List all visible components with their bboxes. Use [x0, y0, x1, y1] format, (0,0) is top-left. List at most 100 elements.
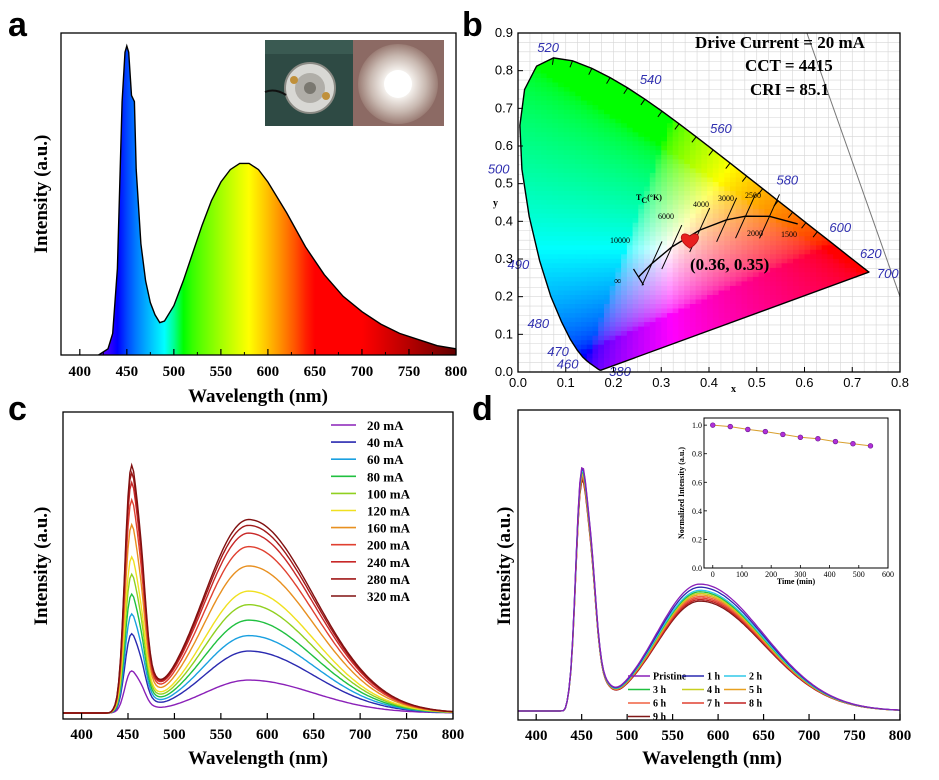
panel-d-x-tick-label: 400: [525, 728, 548, 744]
inset-data-point: [710, 422, 716, 428]
panel-b-x-axis-label: x: [731, 384, 736, 395]
panel-d-x-tick-label: 800: [889, 728, 912, 744]
panel-c-legend-label: 240 mA: [367, 555, 411, 570]
cct-labels: 10000 6000 4000 3000 2500 2000 1500 ∞: [610, 191, 797, 287]
panel-c-label: c: [8, 390, 27, 428]
inset-x-tick-label: 400: [824, 570, 836, 579]
panel-b-ticks: 0.0 0.1 0.2 0.3 0.4 0.5 0.6 0.7 0.8 0.0 0.1 0.2 0.3 0…: [495, 25, 909, 390]
panel-c-x-tick-label: 500: [163, 727, 186, 743]
panel-d-legend-label: 3 h: [653, 685, 667, 696]
panel-c-x-tick-label: 600: [256, 727, 279, 743]
panel-c-series-line: [63, 612, 453, 714]
wavelength-label: 460: [557, 357, 579, 372]
panel-a-x-tick-label: 800: [445, 364, 468, 380]
inset-y-tick-label: 0.0: [692, 564, 702, 573]
drive-current-annotation: Drive Current = 20 mA: [695, 33, 866, 52]
panel-a-led-lit-photo: [353, 40, 444, 126]
panel-d-x-axis-label: Wavelength (nm): [642, 748, 782, 769]
panel-c-series-line: [63, 670, 454, 714]
panel-b-x-tick-label: 0.6: [795, 375, 813, 390]
cct-label: 1500: [781, 230, 797, 239]
panel-c-legend-label: 200 mA: [367, 538, 411, 553]
wavelength-label: 520: [537, 40, 559, 55]
panel-c-x-tick-label: 700: [349, 727, 372, 743]
panel-c-series-line: [63, 592, 453, 714]
panel-a-x-tick-label: 500: [163, 364, 186, 380]
inset-y-tick-label: 0.2: [692, 535, 702, 544]
panel-a-spectrum-line: [98, 43, 457, 356]
inset-data-point: [815, 436, 821, 442]
panel-c-series: [63, 462, 454, 714]
inset-x-tick-label: 500: [853, 570, 865, 579]
panel-c-series-line: [63, 555, 454, 714]
panel-d-legend-label: 8 h: [749, 699, 763, 710]
panel-a-x-tick-label: 750: [398, 364, 421, 380]
panel-b-x-tick-label: 0.8: [891, 375, 909, 390]
inset-frame: [703, 417, 889, 569]
panel-a-x-axis-label: Wavelength (nm): [188, 386, 328, 407]
panel-b-y-tick-label: 0.6: [495, 138, 513, 153]
inset-points: [710, 422, 874, 449]
cct-label: 2500: [745, 191, 761, 200]
panel-a-x-tick-label: 450: [116, 364, 139, 380]
panel-c-legend-label: 320 mA: [367, 589, 411, 604]
wavelength-label: 490: [507, 257, 529, 272]
panel-c-legend-label: 40 mA: [367, 435, 404, 450]
inset-x-tick-label: 600: [882, 570, 894, 579]
panel-c-legend-label: 20 mA: [367, 418, 404, 433]
cct-label: 2000: [747, 229, 763, 238]
cie-locus-ticks: [551, 57, 818, 238]
panel-d-x-tick-label: 600: [707, 728, 730, 744]
wavelength-label: 600: [829, 220, 851, 235]
inset-y-tick-label: 1.0: [692, 421, 702, 430]
inset-x-tick-label: 300: [794, 570, 806, 579]
chromaticity-point-marker: [681, 233, 699, 249]
panel-c-series-line: [63, 497, 454, 714]
wavelength-label: 500: [488, 161, 510, 176]
tc-label: TC(°K): [636, 193, 662, 205]
panel-c-series-line: [63, 572, 453, 714]
panel-c-legend-label: 60 mA: [367, 452, 404, 467]
panel-d-legend-label: 5 h: [749, 685, 763, 696]
panel-d-y-axis-label: Intensity (a.u.): [494, 507, 515, 626]
panel-d-legend-label: 4 h: [707, 685, 721, 696]
panel-c-series-line: [63, 632, 454, 714]
panel-d-x-tick-label: 550: [661, 728, 684, 744]
panel-a-x-tick-label: 600: [257, 364, 280, 380]
inset-data-point: [762, 428, 769, 435]
panel-a-spectrum-area: [98, 46, 456, 355]
panel-a-x-tick-label: 650: [304, 364, 327, 380]
panel-d-x-tick-label: 700: [798, 728, 821, 744]
panel-d-label: d: [472, 390, 493, 428]
panel-b-y-tick-label: 0.9: [495, 25, 513, 40]
wavelength-label: 580: [776, 173, 798, 188]
panel-d-legend-label: 2 h: [749, 672, 763, 683]
inset-ticks: 0 100 200 300 400 500 600 0.0 0.2 0.4 0.6 0.8 1.0: [692, 421, 894, 579]
panel-b-y-tick-label: 0.1: [495, 326, 513, 341]
cct-label: 10000: [610, 236, 630, 245]
panel-c-x-tick-label: 450: [117, 727, 140, 743]
panel-d-legend: Pristine 1 h 2 h 3 h 4 h 5 h 6 h 7 h 8 h 9 h: [628, 672, 763, 723]
inset-trend-line: [712, 424, 871, 447]
panel-c-legend: 20 mA 40 mA 60 mA 80 mA 100 mA 120 mA 160 mA 20…: [331, 418, 411, 604]
panel-b: b 38046047048049050052054056058060062070…: [462, 6, 909, 395]
wavelength-label: 480: [527, 316, 549, 331]
panel-b-x-tick-label: 0.0: [509, 375, 527, 390]
panel-c-legend-label: 120 mA: [367, 504, 411, 519]
wavelength-label: 620: [860, 246, 882, 261]
panel-b-y-tick-label: 0.7: [495, 100, 513, 115]
wavelength-label: 540: [640, 72, 662, 87]
inset-data-point: [867, 443, 874, 449]
panel-b-y-tick-label: 0.4: [495, 213, 513, 228]
cie-boundary-line: [806, 32, 901, 297]
inset-data-point: [850, 441, 856, 447]
inset-y-tick-label: 0.8: [692, 450, 702, 459]
panel-b-y-tick-label: 0.3: [495, 251, 513, 266]
cct-annotation: CCT = 4415: [745, 56, 833, 75]
panel-b-x-tick-label: 0.7: [843, 375, 861, 390]
inset-data-point: [797, 434, 804, 440]
panel-d-series: [518, 466, 901, 712]
panel-d-x-tick-label: 450: [570, 728, 593, 744]
panel-a-label: a: [8, 6, 28, 44]
